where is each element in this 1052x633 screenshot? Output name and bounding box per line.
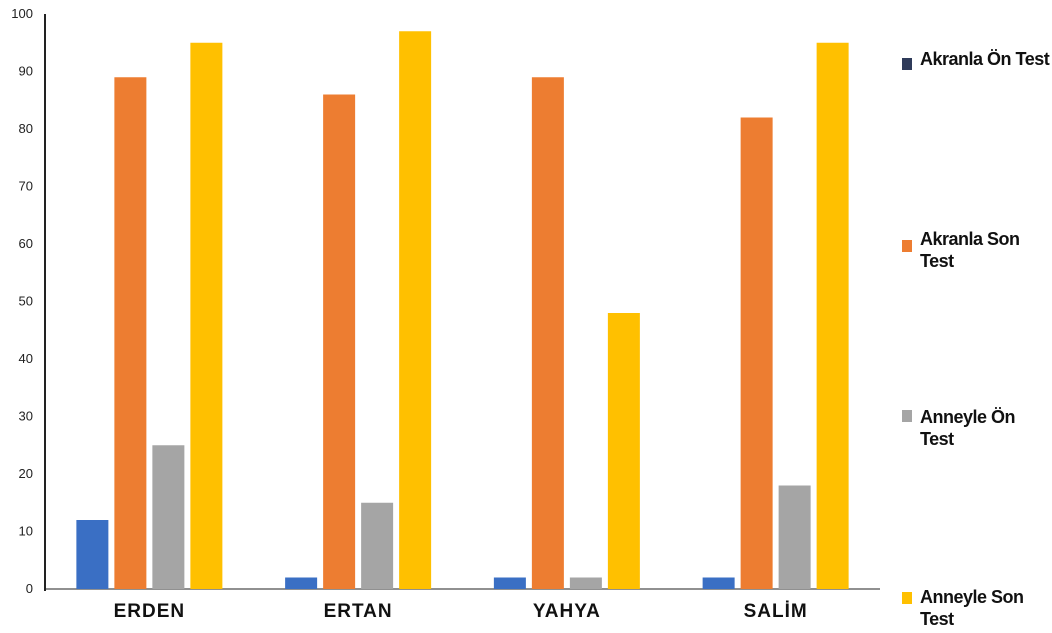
bar	[76, 520, 109, 589]
bar	[399, 31, 432, 589]
bar	[569, 577, 602, 589]
y-tick-label: 20	[19, 466, 33, 481]
x-category-label: ERDEN	[114, 601, 186, 622]
bar	[702, 577, 735, 589]
legend-label: Akranla Son Test	[920, 229, 1020, 271]
y-tick-label: 70	[19, 179, 33, 194]
legend-swatch	[902, 240, 912, 252]
x-category-label: YAHYA	[533, 601, 601, 622]
y-tick-label: 10	[19, 524, 33, 539]
bar	[285, 577, 318, 589]
bar	[740, 117, 773, 589]
legend: Akranla Ön Test Akranla Son Test Anneyle…	[900, 0, 1050, 633]
bar	[361, 502, 394, 589]
y-tick-label: 90	[19, 64, 33, 79]
y-tick-label: 50	[19, 294, 33, 309]
bars-group	[76, 31, 849, 589]
bar	[816, 42, 849, 589]
y-tick-label: 100	[11, 6, 33, 21]
bar	[778, 485, 811, 589]
y-tick-label: 0	[26, 581, 33, 596]
y-tick-label: 60	[19, 236, 33, 251]
bar	[323, 94, 356, 589]
bar	[493, 577, 526, 589]
legend-label: Akranla Ön Test	[920, 49, 1050, 69]
bar	[531, 77, 564, 589]
legend-label: Anneyle Son Test	[920, 587, 1024, 629]
x-axis-categories: ERDEN ERTAN YAHYA SALİM	[114, 601, 808, 622]
legend-swatch	[902, 58, 912, 70]
y-tick-label: 40	[19, 351, 33, 366]
x-category-label: SALİM	[744, 601, 808, 622]
bar	[190, 42, 223, 589]
legend-swatch	[902, 592, 912, 604]
y-axis-ticks: 0 10 20 30 40 50 60 70 80 90 100	[11, 6, 33, 596]
y-tick-label: 30	[19, 409, 33, 424]
bar	[114, 77, 147, 589]
y-tick-label: 80	[19, 121, 33, 136]
x-category-label: ERTAN	[324, 601, 393, 622]
bar	[607, 313, 640, 589]
bar	[152, 445, 185, 589]
legend-swatch	[902, 410, 912, 422]
legend-label: Anneyle Ön Test	[920, 407, 1016, 449]
